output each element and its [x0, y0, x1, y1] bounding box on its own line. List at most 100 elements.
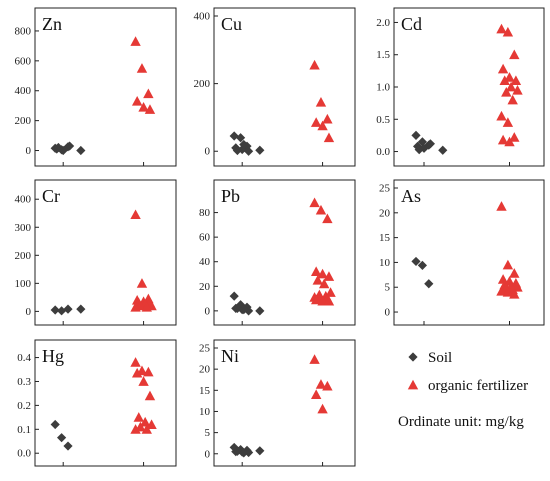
- y-tick-label: 0.2: [17, 400, 31, 412]
- panel-as: 0 5 10 15 20 25 As: [379, 179, 545, 326]
- soil-point: [236, 133, 246, 143]
- soil-point: [255, 446, 265, 456]
- panel-zn: 0 200 400 600 800 Zn: [15, 7, 177, 167]
- soil-point: [255, 306, 265, 316]
- fertilizer-point: [496, 23, 507, 34]
- fertilizer-point: [143, 366, 154, 377]
- fertilizer-point: [322, 380, 333, 391]
- fertilizer-point: [502, 117, 514, 127]
- soil-point: [414, 145, 424, 155]
- y-tick-label: 300: [15, 222, 32, 234]
- fertilizer-point: [497, 134, 509, 145]
- fertilizer-point: [310, 294, 322, 305]
- fertilizer-point: [322, 213, 333, 224]
- y-tick-label: 600: [15, 55, 32, 67]
- panel-frame: [34, 179, 177, 326]
- soil-point: [242, 302, 252, 312]
- fertilizer-point: [510, 75, 522, 85]
- y-tick-label: 400: [194, 11, 211, 23]
- fertilizer-point: [138, 376, 149, 386]
- fertilizer-point: [322, 113, 333, 124]
- fertilizer-point: [138, 101, 149, 112]
- panel-title: Ni: [221, 346, 239, 366]
- y-tick-label: 5: [205, 427, 211, 439]
- fertilizer-point: [309, 354, 320, 364]
- y-tick-label: 1.0: [376, 82, 390, 94]
- y-tick-label: 0.5: [376, 114, 390, 126]
- fertilizer-point: [131, 367, 143, 378]
- y-tick-label: 400: [15, 194, 32, 206]
- fertilizer-point: [509, 268, 520, 278]
- y-tick-label: 10: [199, 406, 211, 418]
- fertilizer-point: [512, 85, 523, 95]
- fertilizer-point: [496, 286, 507, 296]
- soil-point: [50, 419, 60, 430]
- fertilizer-point: [309, 59, 320, 70]
- soil-point: [255, 145, 265, 155]
- y-tick-label: 20: [199, 364, 211, 376]
- y-tick-label: 200: [194, 78, 211, 90]
- y-tick-label: 0.0: [376, 146, 390, 158]
- soil-point: [76, 145, 86, 156]
- fertilizer-point: [309, 197, 320, 208]
- legend-soil-marker: [408, 352, 418, 362]
- fertilizer-point: [139, 416, 151, 427]
- soil-point: [425, 139, 435, 149]
- fertilizer-point: [507, 94, 518, 105]
- legend-fertilizer-label: organic fertilizer: [428, 378, 528, 394]
- fertilizer-point: [323, 132, 335, 143]
- fertilizer-point: [502, 259, 514, 270]
- panel-title: Cr: [42, 186, 60, 206]
- legend: Soil organic fertilizer Ordinate unit: mg/…: [398, 350, 528, 430]
- y-tick-label: 15: [379, 232, 391, 244]
- fertilizer-point: [133, 412, 144, 422]
- fertilizer-point: [136, 63, 148, 73]
- soil-point: [244, 146, 254, 156]
- fertilizer-point: [144, 390, 156, 401]
- soil-point: [50, 305, 60, 315]
- soil-point: [411, 130, 421, 141]
- fertilizer-point: [317, 120, 328, 131]
- fertilizer-point: [136, 278, 148, 288]
- fertilizer-point: [318, 278, 330, 289]
- fertilizer-point: [141, 424, 152, 434]
- soil-point: [53, 142, 63, 153]
- legend-fertilizer-marker: [407, 379, 419, 390]
- fertilizer-point: [509, 132, 520, 142]
- y-tick-label: 2.0: [376, 17, 390, 29]
- soil-point: [63, 441, 73, 451]
- panel-title: As: [401, 186, 421, 206]
- soil-point: [57, 433, 67, 443]
- fertilizer-point: [497, 274, 509, 284]
- fertilizer-point: [501, 86, 512, 97]
- fertilizer-point: [325, 287, 336, 297]
- y-tick-label: 5: [385, 282, 391, 294]
- fertilizer-point: [505, 81, 517, 92]
- panel-frame: [34, 7, 177, 167]
- panel-cr: 0 100 200 300 400 Cr: [15, 179, 177, 326]
- y-tick-label: 0: [26, 145, 32, 157]
- y-tick-label: 0: [205, 305, 211, 317]
- fertilizer-point: [323, 295, 335, 306]
- y-tick-label: 0.3: [17, 376, 31, 388]
- fertilizer-point: [497, 63, 509, 74]
- fertilizer-point: [502, 26, 514, 37]
- soil-point: [438, 145, 448, 155]
- fertilizer-point: [130, 301, 141, 312]
- fertilizer-point: [499, 75, 510, 85]
- y-tick-label: 0.0: [17, 448, 31, 460]
- unit-note: Ordinate unit: mg/kg: [398, 414, 524, 430]
- y-tick-label: 400: [15, 85, 32, 97]
- soil-point: [424, 279, 434, 289]
- y-tick-label: 0: [205, 448, 211, 460]
- y-tick-label: 25: [379, 183, 391, 195]
- y-tick-label: 10: [379, 257, 391, 269]
- soil-point: [57, 306, 67, 316]
- soil-point: [239, 139, 249, 150]
- soil-point: [76, 304, 86, 314]
- panel-frame: [393, 179, 545, 326]
- panel-ni: 0 5 10 15 20 25 Ni: [199, 339, 356, 467]
- y-tick-label: 200: [15, 115, 32, 127]
- fertilizer-point: [143, 88, 154, 99]
- panel-title: Pb: [221, 186, 240, 206]
